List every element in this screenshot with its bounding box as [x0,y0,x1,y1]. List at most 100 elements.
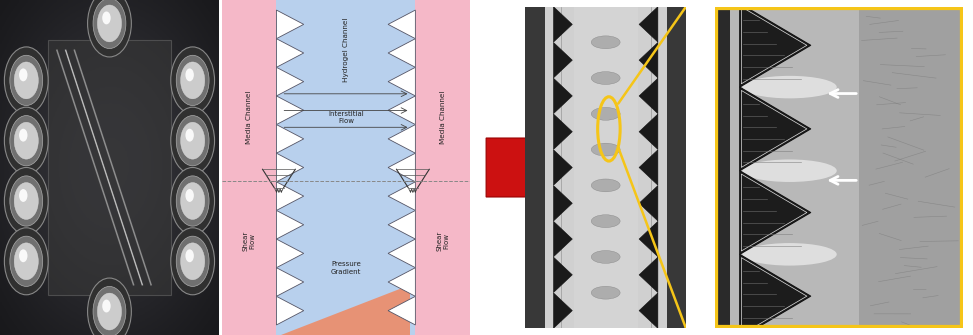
Circle shape [171,107,215,174]
Ellipse shape [592,179,620,192]
Polygon shape [388,210,415,239]
Circle shape [15,122,38,159]
Circle shape [4,47,49,114]
Circle shape [102,11,111,24]
Circle shape [176,236,209,286]
Polygon shape [276,239,304,268]
Bar [574,7,638,328]
Circle shape [97,293,122,330]
Circle shape [93,286,126,335]
Circle shape [171,228,215,295]
Polygon shape [639,7,658,42]
Text: Media Channel: Media Channel [246,90,252,144]
Ellipse shape [742,243,837,266]
Polygon shape [639,257,658,292]
Polygon shape [388,125,415,153]
Circle shape [186,129,194,142]
Circle shape [93,0,126,49]
Circle shape [15,183,38,219]
Circle shape [181,183,204,219]
Polygon shape [388,296,415,325]
Circle shape [19,189,27,202]
Polygon shape [49,40,171,295]
Polygon shape [739,254,811,335]
Polygon shape [554,78,572,114]
Polygon shape [639,221,658,257]
Ellipse shape [742,76,837,98]
Polygon shape [739,3,811,87]
Bar [415,0,470,335]
Polygon shape [554,186,572,221]
Circle shape [186,189,194,202]
Polygon shape [554,257,572,292]
Polygon shape [276,125,304,153]
Circle shape [4,107,49,174]
Circle shape [19,129,27,142]
Polygon shape [639,78,658,114]
Polygon shape [276,67,304,96]
Text: Interstitial
Flow: Interstitial Flow [328,111,364,124]
Circle shape [19,249,27,262]
Bar [667,7,686,328]
Circle shape [15,62,38,99]
Circle shape [88,278,131,335]
Polygon shape [276,268,304,296]
Ellipse shape [592,286,620,299]
Bar [730,7,859,328]
Polygon shape [554,221,572,257]
Ellipse shape [592,36,620,49]
Text: Media Channel: Media Channel [440,90,446,144]
Polygon shape [554,43,572,78]
Circle shape [171,168,215,234]
Polygon shape [639,43,658,78]
Circle shape [171,47,215,114]
Polygon shape [388,153,415,182]
Bar [859,7,963,328]
Polygon shape [554,150,572,185]
Polygon shape [739,171,811,254]
Circle shape [4,228,49,295]
Polygon shape [276,39,304,67]
Polygon shape [639,114,658,149]
Polygon shape [388,96,415,125]
Bar [525,7,545,328]
Ellipse shape [742,159,837,182]
Circle shape [15,243,38,280]
Bar [715,7,730,328]
Bar [222,0,276,335]
Polygon shape [388,268,415,296]
Text: Shear
Flow: Shear Flow [436,231,450,251]
Circle shape [186,249,194,262]
Bar [276,0,415,335]
Ellipse shape [592,251,620,263]
Ellipse shape [592,215,620,227]
Ellipse shape [592,143,620,156]
Circle shape [10,55,43,106]
Circle shape [88,0,131,57]
Polygon shape [388,239,415,268]
Polygon shape [276,10,304,39]
Circle shape [19,68,27,81]
FancyArrow shape [486,122,547,213]
Polygon shape [276,296,304,325]
Circle shape [176,55,209,106]
Polygon shape [388,10,415,39]
Circle shape [176,176,209,226]
Polygon shape [639,186,658,221]
Polygon shape [554,293,572,328]
Polygon shape [388,67,415,96]
Polygon shape [388,182,415,210]
Circle shape [10,176,43,226]
Polygon shape [276,153,304,182]
Polygon shape [388,39,415,67]
Bar [545,7,667,328]
Circle shape [102,299,111,313]
Circle shape [181,243,204,280]
Polygon shape [554,7,572,42]
Circle shape [181,122,204,159]
Polygon shape [739,87,811,171]
Circle shape [181,62,204,99]
Polygon shape [639,293,658,328]
Text: Hydrogel Channel: Hydrogel Channel [342,18,349,82]
Circle shape [186,68,194,81]
